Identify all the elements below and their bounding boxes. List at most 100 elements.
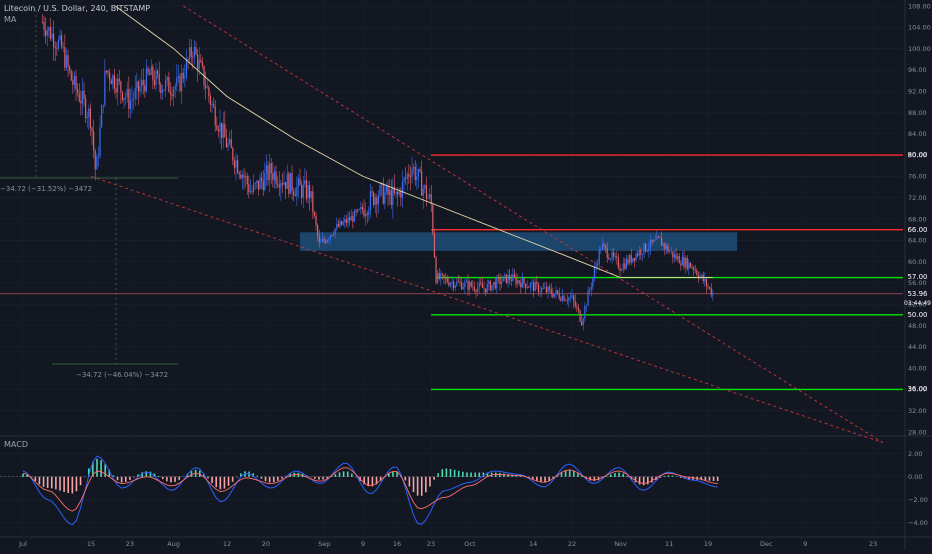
candle-body	[224, 124, 225, 137]
x-tick-label: 11	[665, 540, 673, 548]
candle-body	[627, 259, 628, 263]
candle-body	[123, 98, 124, 101]
candle-body	[707, 286, 708, 287]
macd-histogram-bar	[462, 472, 464, 477]
candle-body	[213, 104, 214, 106]
candle-body	[443, 275, 444, 278]
candle-body	[136, 81, 137, 88]
macd-histogram-bar	[51, 477, 53, 489]
candle-body	[528, 287, 529, 288]
measure-lower-label: −34.72 (−46.04%) −3472	[76, 371, 168, 379]
candle-body	[578, 307, 579, 310]
macd-histogram-bar	[404, 477, 406, 481]
candle-body	[562, 296, 563, 301]
candle-body	[509, 275, 510, 280]
candle-body	[125, 97, 126, 98]
candle-body	[413, 167, 414, 169]
macd-label: MACD	[4, 440, 28, 449]
candle-body	[255, 183, 256, 184]
candle-body	[389, 190, 390, 195]
candle-body	[359, 209, 360, 210]
macd-histogram-bar	[466, 472, 468, 477]
candle-body	[615, 256, 616, 257]
candle-body	[469, 282, 470, 290]
candle-body	[242, 175, 243, 178]
candle-body	[311, 191, 312, 198]
candle-body	[42, 22, 43, 23]
candle-body	[520, 283, 521, 287]
candle-body	[151, 66, 152, 74]
candle-body	[503, 276, 504, 281]
candle-body	[170, 92, 171, 94]
macd-histogram-bar	[433, 477, 435, 480]
candle-body	[571, 295, 572, 297]
candle-body	[619, 268, 620, 271]
candle-body	[240, 175, 241, 179]
candle-body	[282, 183, 283, 184]
candle-body	[194, 47, 195, 57]
candle-body	[586, 306, 587, 307]
candle-body	[83, 91, 84, 99]
candle-body	[711, 288, 712, 295]
candle-body	[677, 256, 678, 259]
macd-histogram-bar	[129, 477, 131, 480]
candle-body	[567, 300, 568, 301]
candle-body	[363, 209, 364, 216]
candle-body	[448, 282, 449, 285]
candle-body	[104, 71, 105, 105]
candle-body	[181, 73, 182, 91]
candle-body	[208, 87, 209, 96]
candle-body	[144, 85, 145, 91]
candle-body	[650, 240, 651, 249]
candle-body	[482, 284, 483, 288]
candle-body	[407, 174, 408, 179]
candle-body	[154, 80, 155, 85]
candle-body	[573, 295, 574, 300]
candle-body	[360, 207, 361, 209]
candle-body	[67, 55, 68, 66]
candle-body	[371, 191, 372, 192]
candle-body	[639, 250, 640, 256]
candle-body	[591, 287, 592, 290]
candle-body	[624, 263, 625, 268]
candle-body	[69, 67, 70, 71]
macd-histogram-bar	[39, 477, 41, 485]
candle-body	[231, 139, 232, 148]
candle-body	[272, 173, 273, 179]
candle-body	[216, 125, 217, 129]
candle-body	[647, 251, 648, 252]
macd-histogram-bar	[67, 477, 69, 493]
candle-body	[61, 35, 62, 47]
candle-body	[168, 77, 169, 92]
candle-body	[162, 90, 163, 92]
candle-body	[439, 273, 440, 279]
macd-histogram-bar	[178, 477, 180, 480]
macd-histogram-bar	[717, 477, 719, 481]
candle-body	[495, 282, 496, 288]
x-tick-label: 12	[223, 540, 231, 548]
candle-body	[234, 161, 235, 168]
candle-body	[139, 87, 140, 92]
candle-body	[143, 80, 144, 85]
candle-body	[56, 48, 57, 49]
candle-body	[72, 81, 73, 85]
candle-body	[429, 194, 430, 197]
candle-body	[261, 178, 262, 181]
candle-body	[250, 191, 251, 192]
x-tick-label: Jul	[18, 540, 27, 548]
y-tick-label: 92.00	[908, 88, 927, 96]
candle-body	[399, 191, 400, 194]
macd-histogram-bar	[158, 476, 160, 477]
candle-body	[127, 89, 128, 97]
candle-body	[664, 244, 665, 249]
candle-body	[466, 281, 467, 282]
candle-body	[259, 178, 260, 190]
candle-body	[343, 222, 344, 225]
price-tag-50: 50.00	[904, 310, 931, 320]
candle-body	[338, 224, 339, 227]
x-tick-label: 9	[361, 540, 365, 548]
candle-body	[339, 221, 340, 227]
macd-histogram-bar	[413, 477, 415, 492]
candle-body	[237, 160, 238, 173]
